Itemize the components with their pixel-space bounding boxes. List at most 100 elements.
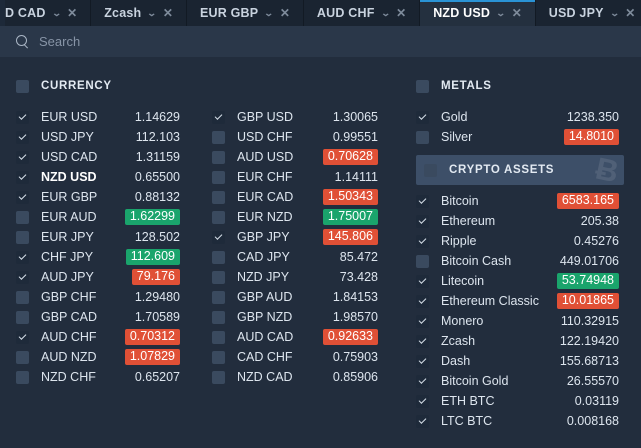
instrument-row[interactable]: Ripple 0.45276 — [416, 231, 641, 251]
instrument-checkbox[interactable] — [416, 110, 429, 124]
tab-aud-chf[interactable]: AUD CHF ⌄ ✕ — [303, 0, 421, 26]
instrument-checkbox[interactable] — [416, 334, 429, 348]
instrument-checkbox[interactable] — [212, 130, 225, 144]
section-header-crypto[interactable]: CRYPTO ASSETS Ƀ — [416, 155, 624, 185]
instrument-checkbox[interactable] — [16, 130, 29, 144]
instrument-row[interactable]: CAD CHF 0.75903 — [212, 347, 408, 367]
instrument-row[interactable]: AUD CHF 0.70312 — [16, 327, 212, 347]
instrument-checkbox[interactable] — [16, 230, 29, 244]
instrument-row[interactable]: NZD JPY 73.428 — [212, 267, 408, 287]
instrument-row[interactable]: Gold 1238.350 — [416, 107, 641, 127]
instrument-row[interactable]: Ethereum Classic 10.01865 — [416, 291, 641, 311]
instrument-row[interactable]: ETH BTC 0.03119 — [416, 391, 641, 411]
section-header-metals[interactable]: METALS — [416, 71, 641, 101]
instrument-row[interactable]: Bitcoin Gold 26.55570 — [416, 371, 641, 391]
instrument-checkbox[interactable] — [212, 150, 225, 164]
search-bar[interactable] — [0, 26, 641, 57]
metals-section-checkbox[interactable] — [416, 79, 429, 93]
close-icon[interactable]: ✕ — [279, 6, 290, 20]
chevron-down-icon[interactable]: ⌄ — [609, 7, 620, 18]
instrument-checkbox[interactable] — [212, 110, 225, 124]
tab-eur-gbp[interactable]: EUR GBP ⌄ ✕ — [186, 0, 304, 26]
instrument-row[interactable]: USD JPY 112.103 — [16, 127, 212, 147]
instrument-row[interactable]: AUD NZD 1.07829 — [16, 347, 212, 367]
instrument-checkbox[interactable] — [16, 270, 29, 284]
instrument-checkbox[interactable] — [416, 194, 429, 208]
instrument-checkbox[interactable] — [416, 214, 429, 228]
instrument-checkbox[interactable] — [212, 310, 225, 324]
instrument-row[interactable]: USD CHF 0.99551 — [212, 127, 408, 147]
instrument-checkbox[interactable] — [416, 234, 429, 248]
instrument-checkbox[interactable] — [416, 130, 429, 144]
instrument-row[interactable]: AUD CAD 0.92633 — [212, 327, 408, 347]
instrument-row[interactable]: Litecoin 53.74948 — [416, 271, 641, 291]
instrument-row[interactable]: NZD CAD 0.85906 — [212, 367, 408, 387]
tab-usd-jpy[interactable]: USD JPY ⌄ ✕ — [535, 0, 641, 26]
instrument-row[interactable]: EUR AUD 1.62299 — [16, 207, 212, 227]
instrument-row[interactable]: LTC BTC 0.008168 — [416, 411, 641, 431]
instrument-row[interactable]: EUR CAD 1.50343 — [212, 187, 408, 207]
tab-zcash[interactable]: Zcash ⌄ ✕ — [91, 0, 187, 26]
close-icon[interactable]: ✕ — [625, 6, 636, 20]
instrument-row[interactable]: EUR NZD 1.75007 — [212, 207, 408, 227]
instrument-row[interactable]: Dash 155.68713 — [416, 351, 641, 371]
instrument-row[interactable]: GBP CHF 1.29480 — [16, 287, 212, 307]
instrument-row[interactable]: GBP JPY 145.806 — [212, 227, 408, 247]
instrument-checkbox[interactable] — [212, 230, 225, 244]
instrument-row[interactable]: GBP CAD 1.70589 — [16, 307, 212, 327]
instrument-checkbox[interactable] — [16, 170, 29, 184]
instrument-row[interactable]: EUR USD 1.14629 — [16, 107, 212, 127]
close-icon[interactable]: ✕ — [511, 6, 522, 20]
instrument-checkbox[interactable] — [16, 330, 29, 344]
instrument-checkbox[interactable] — [416, 414, 429, 428]
instrument-row[interactable]: GBP USD 1.30065 — [212, 107, 408, 127]
instrument-checkbox[interactable] — [16, 190, 29, 204]
instrument-row[interactable]: AUD JPY 79.176 — [16, 267, 212, 287]
chevron-down-icon[interactable]: ⌄ — [495, 7, 507, 18]
instrument-row[interactable]: NZD CHF 0.65207 — [16, 367, 212, 387]
instrument-row[interactable]: AUD USD 0.70628 — [212, 147, 408, 167]
instrument-checkbox[interactable] — [416, 294, 429, 308]
instrument-row[interactable]: Silver 14.8010 — [416, 127, 641, 147]
close-icon[interactable]: ✕ — [396, 6, 407, 20]
instrument-checkbox[interactable] — [16, 250, 29, 264]
instrument-checkbox[interactable] — [416, 314, 429, 328]
instrument-checkbox[interactable] — [212, 250, 225, 264]
instrument-row[interactable]: Ethereum 205.38 — [416, 211, 641, 231]
chevron-down-icon[interactable]: ⌄ — [51, 7, 62, 18]
instrument-row[interactable]: Bitcoin 6583.165 — [416, 191, 641, 211]
instrument-row[interactable]: GBP NZD 1.98570 — [212, 307, 408, 327]
chevron-down-icon[interactable]: ⌄ — [380, 7, 391, 18]
instrument-checkbox[interactable] — [16, 110, 29, 124]
instrument-checkbox[interactable] — [416, 254, 429, 268]
instrument-checkbox[interactable] — [212, 270, 225, 284]
instrument-checkbox[interactable] — [212, 190, 225, 204]
instrument-checkbox[interactable] — [16, 290, 29, 304]
instrument-checkbox[interactable] — [16, 210, 29, 224]
instrument-checkbox[interactable] — [416, 274, 429, 288]
instrument-row[interactable]: CHF JPY 112.609 — [16, 247, 212, 267]
chevron-down-icon[interactable]: ⌄ — [147, 7, 158, 18]
instrument-checkbox[interactable] — [416, 394, 429, 408]
instrument-checkbox[interactable] — [212, 370, 225, 384]
instrument-row[interactable]: GBP AUD 1.84153 — [212, 287, 408, 307]
instrument-checkbox[interactable] — [212, 290, 225, 304]
instrument-checkbox[interactable] — [16, 150, 29, 164]
instrument-checkbox[interactable] — [212, 350, 225, 364]
close-icon[interactable]: ✕ — [67, 6, 78, 20]
instrument-row[interactable]: EUR GBP 0.88132 — [16, 187, 212, 207]
instrument-row[interactable]: Bitcoin Cash 449.01706 — [416, 251, 641, 271]
instrument-row[interactable]: EUR JPY 128.502 — [16, 227, 212, 247]
instrument-checkbox[interactable] — [16, 350, 29, 364]
instrument-row[interactable]: NZD USD 0.65500 — [16, 167, 212, 187]
instrument-row[interactable]: Monero 110.32915 — [416, 311, 641, 331]
instrument-checkbox[interactable] — [416, 354, 429, 368]
instrument-row[interactable]: EUR CHF 1.14111 — [212, 167, 408, 187]
currency-section-checkbox[interactable] — [16, 79, 29, 93]
instrument-checkbox[interactable] — [416, 374, 429, 388]
tab-nzd-usd[interactable]: NZD USD ⌄ ✕ — [420, 0, 536, 26]
instrument-row[interactable]: USD CAD 1.31159 — [16, 147, 212, 167]
instrument-checkbox[interactable] — [16, 370, 29, 384]
section-header-currency[interactable]: CURRENCY — [16, 71, 212, 101]
crypto-section-checkbox[interactable] — [424, 163, 437, 177]
